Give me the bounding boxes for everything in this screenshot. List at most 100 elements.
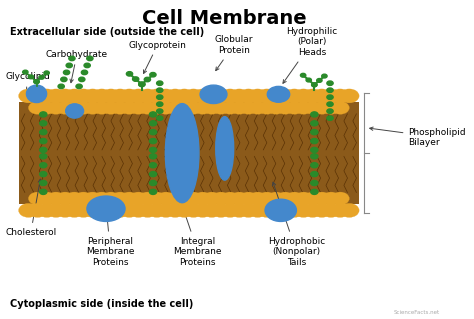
Circle shape [311, 189, 318, 195]
Circle shape [331, 101, 349, 114]
Circle shape [46, 204, 66, 217]
Circle shape [83, 101, 101, 114]
Circle shape [47, 192, 65, 205]
Circle shape [149, 181, 156, 186]
Circle shape [119, 204, 139, 217]
Circle shape [129, 192, 147, 205]
Ellipse shape [87, 196, 125, 221]
Circle shape [144, 77, 151, 82]
Circle shape [285, 192, 303, 205]
Text: Carbohydrate: Carbohydrate [46, 50, 108, 83]
Circle shape [311, 154, 318, 159]
Circle shape [149, 163, 156, 168]
Circle shape [311, 147, 318, 152]
Bar [18, 102, 359, 204]
Circle shape [148, 101, 166, 114]
Circle shape [47, 101, 65, 114]
Circle shape [301, 73, 306, 77]
Circle shape [66, 63, 73, 68]
Circle shape [156, 116, 163, 120]
Circle shape [175, 192, 193, 205]
Ellipse shape [165, 104, 199, 203]
Circle shape [149, 121, 156, 126]
Circle shape [312, 204, 332, 217]
Circle shape [93, 192, 111, 205]
Circle shape [183, 89, 203, 103]
Circle shape [101, 89, 121, 103]
Circle shape [184, 101, 202, 114]
Circle shape [92, 204, 112, 217]
Text: Glycolipid: Glycolipid [5, 72, 50, 99]
Circle shape [37, 192, 56, 205]
Circle shape [239, 101, 257, 114]
Circle shape [304, 192, 322, 205]
Circle shape [327, 81, 333, 85]
Text: Glycoprotein: Glycoprotein [128, 41, 186, 73]
Circle shape [149, 189, 156, 195]
Circle shape [83, 192, 101, 205]
Circle shape [166, 192, 184, 205]
Circle shape [73, 89, 93, 103]
Circle shape [87, 56, 93, 61]
Circle shape [65, 192, 83, 205]
Circle shape [311, 163, 318, 168]
Circle shape [294, 101, 312, 114]
Circle shape [40, 112, 47, 117]
Circle shape [248, 89, 267, 103]
Circle shape [102, 192, 120, 205]
Text: Cholesterol: Cholesterol [5, 179, 56, 237]
Circle shape [311, 112, 318, 117]
Circle shape [74, 192, 92, 205]
Circle shape [93, 101, 111, 114]
Circle shape [84, 63, 91, 68]
Circle shape [193, 89, 212, 103]
Circle shape [127, 72, 133, 76]
Circle shape [147, 89, 167, 103]
Circle shape [303, 89, 322, 103]
Text: Peripheral
Membrane
Proteins: Peripheral Membrane Proteins [86, 209, 135, 266]
Circle shape [58, 84, 64, 89]
Circle shape [28, 204, 47, 217]
Circle shape [327, 109, 333, 113]
Circle shape [229, 204, 249, 217]
Circle shape [102, 101, 120, 114]
Circle shape [74, 101, 92, 114]
Circle shape [303, 204, 322, 217]
Circle shape [220, 89, 240, 103]
Circle shape [221, 101, 239, 114]
Circle shape [313, 101, 331, 114]
Circle shape [212, 101, 230, 114]
Circle shape [327, 95, 333, 100]
Circle shape [202, 89, 222, 103]
Ellipse shape [66, 104, 83, 118]
Circle shape [238, 89, 258, 103]
Circle shape [184, 192, 202, 205]
Circle shape [37, 204, 57, 217]
Circle shape [34, 80, 39, 84]
Circle shape [311, 138, 318, 144]
Circle shape [149, 130, 156, 135]
Circle shape [174, 204, 194, 217]
Circle shape [239, 192, 257, 205]
Circle shape [138, 89, 157, 103]
Circle shape [120, 192, 138, 205]
Circle shape [64, 89, 84, 103]
Circle shape [157, 101, 175, 114]
Circle shape [138, 101, 157, 114]
Circle shape [156, 81, 163, 85]
Circle shape [275, 89, 295, 103]
Circle shape [203, 192, 221, 205]
Circle shape [139, 82, 145, 86]
Circle shape [322, 74, 327, 78]
Circle shape [92, 89, 112, 103]
Circle shape [147, 204, 167, 217]
Circle shape [311, 130, 318, 135]
Circle shape [306, 78, 311, 82]
Circle shape [193, 204, 212, 217]
Circle shape [157, 192, 175, 205]
Ellipse shape [27, 85, 46, 102]
Circle shape [322, 101, 340, 114]
Circle shape [321, 89, 341, 103]
Circle shape [37, 101, 56, 114]
Circle shape [202, 204, 222, 217]
